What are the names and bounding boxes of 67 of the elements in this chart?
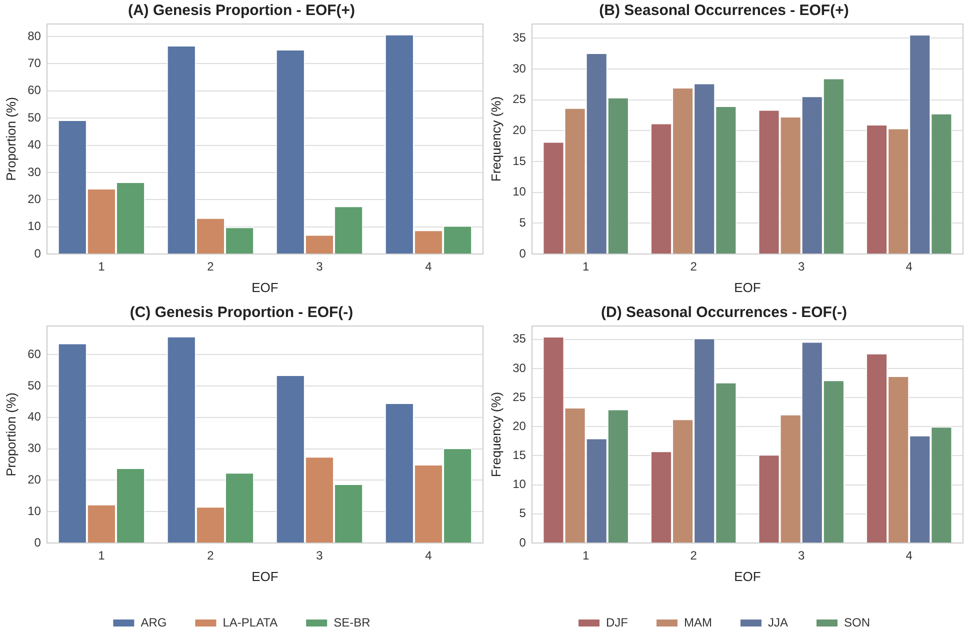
- y-tick-label: 10: [28, 504, 42, 518]
- x-tick-label: 3: [316, 548, 324, 563]
- y-tick-label: 25: [512, 390, 526, 404]
- x-tick-label: 1: [98, 260, 106, 274]
- x-tick-label: 4: [906, 548, 913, 563]
- x-tick-label: 2: [207, 548, 214, 563]
- y-tick-label: 30: [512, 61, 526, 76]
- chart-title: (A) Genesis Proportion - EOF(+): [128, 2, 356, 20]
- x-axis-title: EOF: [252, 568, 278, 584]
- y-tick-label: 30: [512, 360, 526, 375]
- y-tick-label: 60: [28, 346, 42, 361]
- y-tick-label: 80: [28, 28, 42, 43]
- y-tick-label: 5: [519, 506, 526, 520]
- y-tick-label: 20: [512, 122, 526, 137]
- legend-label: MAM: [684, 615, 712, 630]
- y-tick-label: 15: [512, 154, 526, 168]
- x-tick-label: 2: [690, 548, 698, 563]
- legend-label: DJF: [606, 615, 628, 630]
- y-tick-label: 10: [28, 219, 42, 234]
- y-tick-label: 0: [519, 246, 526, 260]
- x-axis-title: EOF: [252, 280, 278, 295]
- y-tick-label: 30: [28, 441, 42, 456]
- y-axis-title: Frequency (%): [488, 392, 504, 478]
- y-tick-label: 35: [512, 332, 526, 346]
- y-tick-label: 10: [512, 184, 526, 199]
- legend-label: SE-BR: [334, 615, 371, 630]
- y-tick-label: 0: [34, 535, 42, 550]
- x-tick-label: 1: [582, 548, 590, 563]
- x-tick-label: 1: [98, 548, 106, 563]
- y-tick-label: 25: [512, 92, 526, 106]
- y-tick-label: 20: [28, 192, 42, 206]
- x-axis-title: EOF: [734, 568, 761, 584]
- y-tick-label: 30: [28, 164, 42, 179]
- x-tick-label: 3: [798, 548, 806, 563]
- x-tick-label: 1: [582, 260, 590, 274]
- chart-title: (B) Seasonal Occurrences - EOF(+): [599, 2, 849, 20]
- legend-label: ARG: [140, 615, 167, 630]
- legend-label: SON: [844, 615, 870, 630]
- y-axis-title: Proportion (%): [3, 392, 18, 476]
- x-tick-label: 4: [425, 548, 432, 563]
- x-axis-title: EOF: [734, 280, 761, 295]
- x-tick-label: 3: [316, 260, 324, 274]
- y-tick-label: 40: [28, 410, 42, 424]
- x-tick-label: 3: [798, 260, 806, 274]
- y-tick-label: 60: [28, 83, 42, 98]
- y-axis-title: Frequency (%): [488, 96, 504, 182]
- y-tick-label: 0: [519, 535, 526, 550]
- y-tick-label: 20: [512, 418, 526, 433]
- x-tick-label: 4: [906, 260, 913, 274]
- y-tick-label: 0: [34, 246, 42, 260]
- y-axis-title: Proportion (%): [3, 97, 18, 181]
- y-tick-label: 5: [519, 215, 526, 230]
- chart-title: (C) Genesis Proportion - EOF(-): [130, 304, 354, 322]
- x-tick-label: 2: [690, 260, 698, 274]
- chart-title: (D) Seasonal Occurrences - EOF(-): [601, 304, 847, 322]
- x-tick-label: 4: [425, 260, 432, 274]
- y-tick-label: 20: [28, 472, 42, 487]
- y-tick-label: 70: [28, 56, 42, 70]
- y-tick-label: 50: [28, 110, 42, 124]
- legend-label: JJA: [768, 615, 788, 630]
- y-tick-label: 50: [28, 378, 42, 392]
- y-tick-label: 10: [512, 477, 526, 492]
- y-tick-label: 35: [512, 30, 526, 44]
- legend-label: LA-PLATA: [222, 615, 278, 630]
- x-tick-label: 2: [207, 260, 214, 274]
- y-tick-label: 40: [28, 138, 42, 152]
- y-tick-label: 15: [512, 448, 526, 462]
